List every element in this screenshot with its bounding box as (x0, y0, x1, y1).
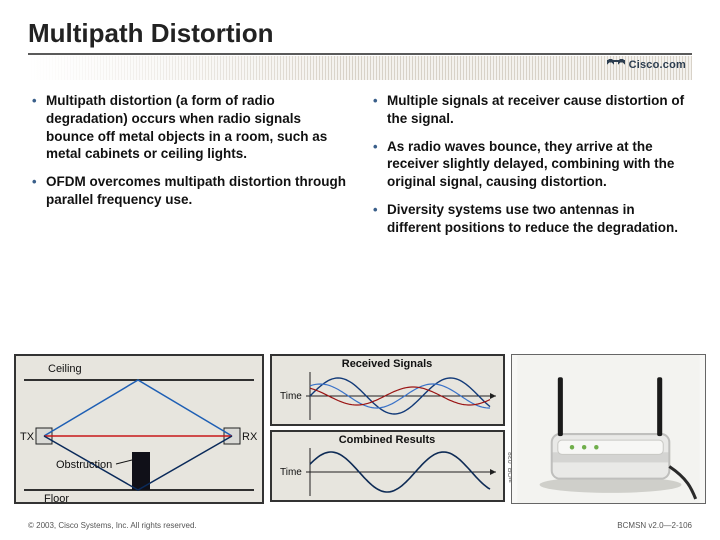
diagram-combined-results: Combined ResultsTime aiQP_038 (270, 430, 505, 502)
bullet-item: OFDM overcomes multipath distortion thro… (30, 173, 349, 209)
bullet-item: Multipath distortion (a form of radio de… (30, 92, 349, 163)
left-column: Multipath distortion (a form of radio de… (30, 92, 349, 247)
bullet-item: Multiple signals at receiver cause disto… (371, 92, 690, 128)
svg-text:Received Signals: Received Signals (342, 358, 433, 370)
svg-text:Obstruction: Obstruction (56, 459, 112, 471)
received-signals-svg: Received Signals Time (272, 356, 503, 424)
bullet-item: As radio waves bounce, they arrive at th… (371, 138, 690, 191)
svg-text:Time: Time (280, 467, 302, 478)
svg-text:Floor: Floor (44, 493, 69, 502)
svg-text:Ceiling: Ceiling (48, 363, 82, 375)
diagram-received-signals: Received Signals Time (270, 354, 505, 426)
svg-text:Combined Results: Combined Results (339, 434, 436, 446)
footer: © 2003, Cisco Systems, Inc. All rights r… (28, 521, 692, 530)
svg-text:Time: Time (280, 391, 302, 402)
diagram-multipath-room: Ceiling Floor TX RX Obstruction (14, 354, 264, 504)
diagram-router-photo (511, 354, 706, 504)
cisco-logo: Cisco.com (607, 59, 686, 71)
right-bullet-list: Multiple signals at receiver cause disto… (371, 92, 690, 237)
slide-number: BCMSN v2.0—2-106 (617, 521, 692, 530)
diagram-signals-column: Received Signals Time Combined Results Tim… (270, 354, 505, 504)
svg-text:TX: TX (20, 431, 35, 443)
content-columns: Multipath distortion (a form of radio de… (28, 92, 692, 247)
copyright: © 2003, Cisco Systems, Inc. All rights r… (28, 521, 197, 530)
slide: Multipath Distortion Cisco.com Multipath… (0, 0, 720, 540)
combined-results-svg: Combined Results Time (272, 432, 503, 500)
cisco-bridge-icon (607, 59, 625, 71)
left-bullet-list: Multipath distortion (a form of radio de… (30, 92, 349, 209)
multipath-svg: Ceiling Floor TX RX Obstruction (16, 356, 262, 502)
brand-text: Cisco.com (629, 59, 686, 71)
svg-text:RX: RX (242, 431, 258, 443)
bullet-item: Diversity systems use two antennas in di… (371, 201, 690, 237)
diagram-row: Ceiling Floor TX RX Obstruction Received Sig… (14, 354, 706, 504)
page-title: Multipath Distortion (28, 18, 692, 49)
router-svg (512, 355, 705, 503)
title-rule (28, 53, 692, 55)
header-band: Cisco.com (28, 56, 692, 80)
right-column: Multiple signals at receiver cause disto… (371, 92, 690, 247)
